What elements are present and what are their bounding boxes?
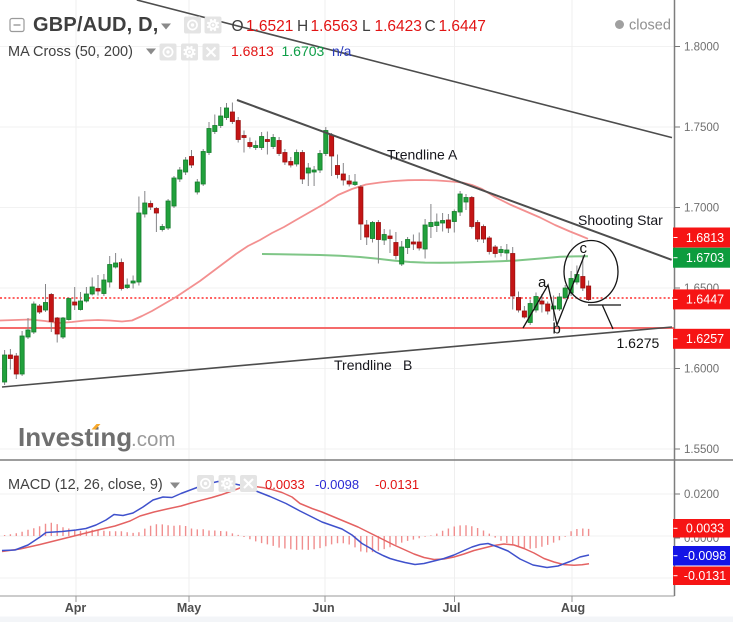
svg-text:B: B: [403, 357, 412, 373]
svg-text:1.6563: 1.6563: [311, 18, 358, 35]
svg-text:O: O: [232, 18, 244, 35]
svg-text:Jul: Jul: [442, 601, 460, 615]
svg-text:1.6703: 1.6703: [282, 43, 325, 59]
svg-text:1.5500: 1.5500: [684, 444, 719, 456]
svg-text:-0.0131: -0.0131: [684, 569, 726, 583]
svg-text:-0.0131: -0.0131: [375, 477, 419, 492]
svg-text:1.6447: 1.6447: [686, 293, 724, 307]
svg-text:Apr: Apr: [65, 601, 87, 615]
svg-text:0.0033: 0.0033: [686, 522, 724, 536]
svg-text:Trendline A: Trendline A: [387, 147, 458, 163]
svg-text:1.6257: 1.6257: [686, 332, 724, 346]
svg-text:1.6813: 1.6813: [231, 43, 274, 59]
svg-text:0.0033: 0.0033: [265, 477, 305, 492]
svg-text:Shooting Star: Shooting Star: [578, 212, 663, 228]
svg-text:Jun: Jun: [312, 601, 334, 615]
svg-text:GBP/AUD, D,: GBP/AUD, D,: [33, 14, 159, 36]
svg-text:H: H: [297, 18, 308, 35]
svg-text:MA Cross (50, 200): MA Cross (50, 200): [8, 44, 133, 60]
svg-text:0.0200: 0.0200: [684, 489, 719, 501]
svg-text:b: b: [553, 321, 561, 338]
svg-text:L: L: [362, 18, 371, 35]
svg-text:Aug: Aug: [561, 601, 585, 615]
svg-text:Investing: Investing: [18, 422, 132, 452]
svg-text:MACD (12, 26, close, 9): MACD (12, 26, close, 9): [8, 477, 163, 493]
svg-text:1.6703: 1.6703: [686, 251, 724, 265]
svg-text:C: C: [425, 18, 436, 35]
svg-text:1.8000: 1.8000: [684, 42, 719, 54]
svg-text:1.7000: 1.7000: [684, 203, 719, 215]
svg-text:1.6423: 1.6423: [375, 18, 422, 35]
svg-text:closed: closed: [629, 18, 671, 34]
svg-text:1.7500: 1.7500: [684, 122, 719, 134]
svg-text:-0.0098: -0.0098: [684, 549, 726, 563]
svg-text:n/a: n/a: [332, 43, 352, 59]
svg-text:1.6275: 1.6275: [617, 335, 660, 351]
svg-text:a: a: [538, 274, 547, 291]
svg-text:-0.0098: -0.0098: [315, 477, 359, 492]
svg-text:1.6447: 1.6447: [439, 18, 486, 35]
svg-text:1.6521: 1.6521: [246, 18, 293, 35]
svg-text:c: c: [580, 240, 588, 257]
svg-text:1.6813: 1.6813: [686, 231, 724, 245]
svg-text:1.6000: 1.6000: [684, 364, 719, 376]
svg-text:Trendline: Trendline: [334, 357, 392, 373]
svg-text:May: May: [177, 601, 201, 615]
svg-text:.com: .com: [131, 428, 175, 451]
